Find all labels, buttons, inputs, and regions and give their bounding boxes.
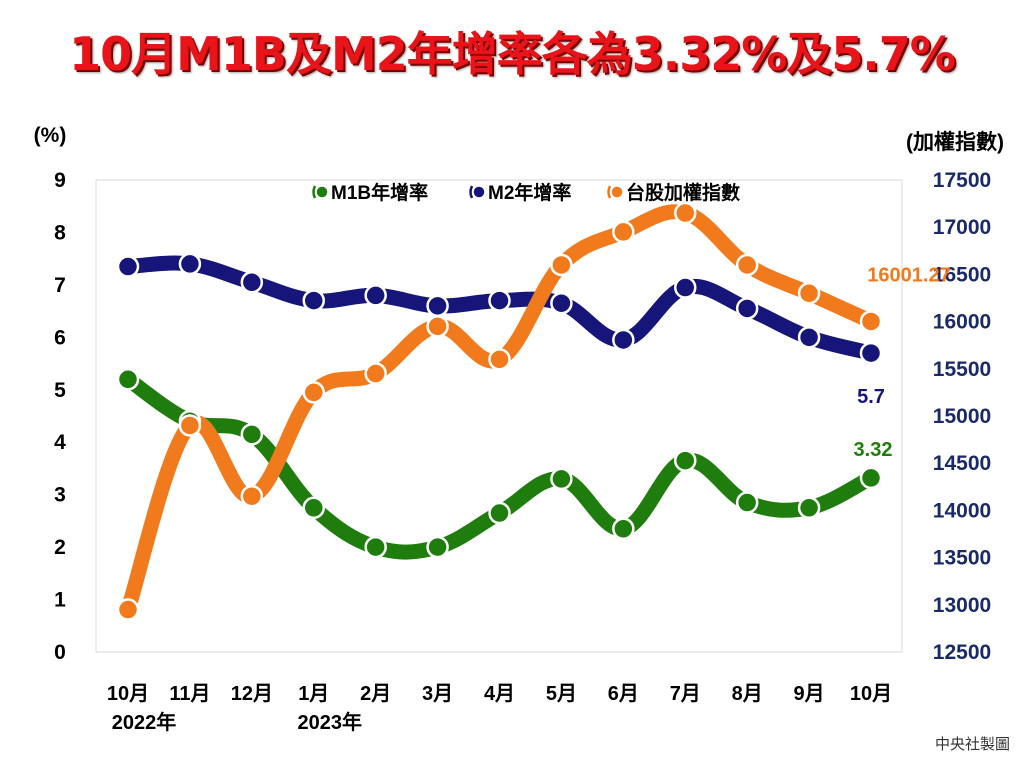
series-point: [550, 467, 573, 491]
series-point: [426, 315, 449, 338]
legend-marker-tail: [469, 185, 474, 199]
series-line: [120, 204, 879, 618]
x-tick-sublabel: 2022年: [112, 710, 177, 734]
x-tick-label: 2月: [360, 683, 391, 705]
left-tick-label: 6: [54, 326, 66, 349]
x-tick-label: 12月: [231, 683, 273, 705]
credit-text: 中央社製圖: [934, 735, 1010, 753]
data-label: 5.7: [857, 386, 885, 408]
x-tick-label: 8月: [732, 683, 763, 705]
series-point: [116, 368, 140, 391]
right-tick-label: 15500: [933, 358, 991, 381]
left-tick-label: 0: [54, 641, 66, 664]
legend-label: M1B年增率: [331, 181, 428, 204]
left-tick-label: 3: [54, 484, 66, 507]
annotations-layer: 16001.27 5.7 3.32: [854, 264, 951, 460]
series-point: [364, 535, 387, 559]
left-tick-label: 1: [54, 589, 66, 612]
series-point: [240, 271, 264, 294]
data-label: 16001.27: [867, 264, 950, 286]
series-point: [674, 449, 697, 472]
legend-marker-tail: [607, 185, 612, 199]
series-point: [735, 297, 759, 320]
legend-marker: [472, 185, 486, 199]
series-point: [797, 326, 821, 349]
series-point: [797, 496, 821, 520]
left-tick-label: 7: [54, 274, 66, 297]
series-point: [859, 310, 883, 333]
series-point: [240, 423, 264, 446]
series-point: [674, 201, 697, 225]
series-point: [612, 220, 635, 244]
x-tick-label: 6月: [608, 683, 639, 705]
series-point: [859, 341, 883, 365]
legend-marker: [315, 185, 329, 199]
right-tick-label: 17500: [933, 169, 991, 192]
legend-marker-tail: [312, 185, 317, 199]
right-axis-label: (加權指數): [906, 130, 1004, 154]
series-point: [426, 535, 449, 559]
axes-layer: (%) 0 1 2 3 4 5 6 7 8 9 (加權指數) 12500 13000 13500 14000 1…: [34, 124, 1004, 734]
data-label: 3.32: [854, 439, 893, 461]
x-tick-label: 7月: [670, 683, 701, 705]
legend-label: 台股加權指數: [626, 181, 740, 204]
series-point: [488, 348, 511, 371]
series-point: [550, 253, 573, 277]
series-point: [488, 501, 511, 525]
series-point: [364, 362, 387, 385]
right-tick-label: 14500: [933, 452, 991, 475]
right-tick-label: 16000: [933, 311, 991, 334]
legend-label: M2年增率: [488, 181, 571, 204]
left-axis-label: (%): [34, 124, 67, 147]
legend: M1B年增率 M2年增率 台股加權指數: [312, 181, 740, 204]
right-tick-label: 14000: [933, 499, 991, 522]
x-tick-label: 10月: [850, 683, 892, 705]
series-point: [302, 496, 325, 520]
series-point: [735, 491, 759, 514]
left-tick-label: 2: [54, 536, 66, 559]
series-point: [302, 289, 325, 312]
x-tick-label: 4月: [484, 683, 515, 705]
right-tick-label: 13000: [933, 594, 991, 617]
left-tick-label: 9: [54, 169, 66, 192]
x-tick-label: 10月: [107, 683, 149, 705]
series-point: [116, 255, 140, 278]
series-point: [612, 328, 635, 352]
series-point: [116, 598, 140, 621]
series-point: [550, 291, 573, 315]
x-tick-label: 3月: [422, 683, 453, 705]
legend-marker: [610, 185, 624, 199]
right-tick-label: 15000: [933, 405, 991, 428]
series-point: [674, 276, 697, 299]
left-tick-label: 4: [54, 431, 66, 454]
series-point: [612, 517, 635, 541]
series-points-layer: [116, 201, 883, 621]
x-tick-label: 1月: [298, 683, 329, 705]
left-tick-label: 5: [54, 379, 66, 402]
series-point: [240, 484, 264, 508]
series-point: [426, 294, 449, 318]
x-tick-label: 11月: [169, 683, 210, 705]
right-tick-label: 16500: [933, 263, 991, 286]
series-point: [488, 289, 511, 312]
chart-title: 10月M1B及M2年增率各為3.32%及5.7%: [69, 27, 956, 81]
x-tick-label: 9月: [794, 683, 825, 705]
series-point: [859, 466, 883, 490]
x-tick-sublabel: 2023年: [298, 710, 363, 734]
series-point: [178, 252, 202, 276]
series-point: [178, 414, 202, 437]
left-tick-label: 8: [54, 221, 66, 244]
series-point: [302, 381, 325, 404]
right-tick-label: 12500: [933, 641, 991, 664]
series-point: [735, 253, 759, 277]
series-point: [797, 282, 821, 305]
right-tick-label: 17000: [933, 216, 991, 239]
right-tick-label: 13500: [933, 547, 991, 570]
x-tick-label: 5月: [546, 683, 577, 705]
series-point: [364, 284, 387, 307]
plot-frame: [95, 179, 903, 653]
